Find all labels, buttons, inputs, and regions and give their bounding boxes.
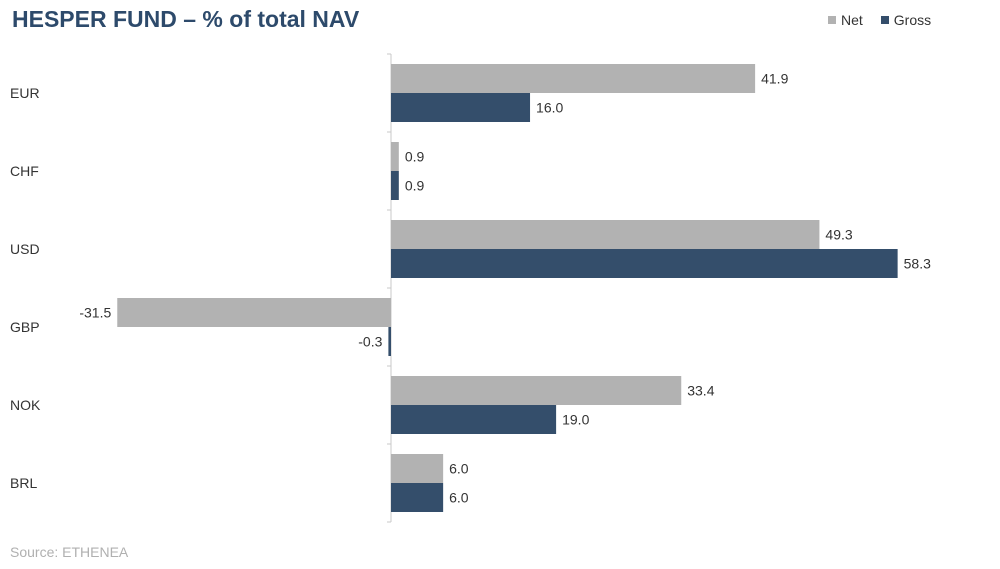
bar-net-gbp (117, 298, 391, 327)
data-label: 6.0 (449, 490, 469, 506)
legend-swatch-net (828, 16, 836, 24)
legend-label-gross: Gross (893, 12, 932, 28)
category-label: GBP (10, 319, 40, 335)
bar-gross-chf (391, 171, 399, 200)
source-note: Source: ETHENEA (10, 544, 129, 560)
chart-title: HESPER FUND – % of total NAV (12, 6, 360, 32)
bar-net-brl (391, 454, 444, 483)
data-label: 19.0 (562, 412, 589, 428)
bar-gross-nok (391, 405, 557, 434)
category-label: USD (10, 241, 40, 257)
bar-net-eur (391, 64, 756, 93)
category-label: NOK (10, 397, 41, 413)
category-label: EUR (10, 85, 40, 101)
data-label: 0.9 (405, 178, 425, 194)
bar-net-chf (391, 142, 399, 171)
bar-gross-eur (391, 93, 531, 122)
data-label: -31.5 (79, 305, 111, 321)
data-label: 49.3 (825, 227, 852, 243)
data-label: 58.3 (904, 256, 931, 272)
data-label: -0.3 (358, 334, 382, 350)
data-label: 41.9 (761, 71, 788, 87)
bar-gross-brl (391, 483, 444, 512)
category-label: BRL (10, 475, 37, 491)
legend-label-net: Net (841, 12, 863, 28)
bar-net-usd (391, 220, 820, 249)
chart-legend: Net Gross (828, 12, 949, 28)
bar-gross-usd (391, 249, 898, 278)
legend-item-net: Net (828, 12, 863, 28)
data-label: 6.0 (449, 461, 469, 477)
bar-net-nok (391, 376, 682, 405)
legend-item-gross: Gross (880, 12, 932, 28)
category-label: CHF (10, 163, 39, 179)
bar-gross-gbp (388, 327, 391, 356)
legend-swatch-gross (880, 16, 889, 24)
data-label: 33.4 (687, 383, 714, 399)
data-label: 16.0 (536, 100, 563, 116)
data-label: 0.9 (405, 149, 425, 165)
